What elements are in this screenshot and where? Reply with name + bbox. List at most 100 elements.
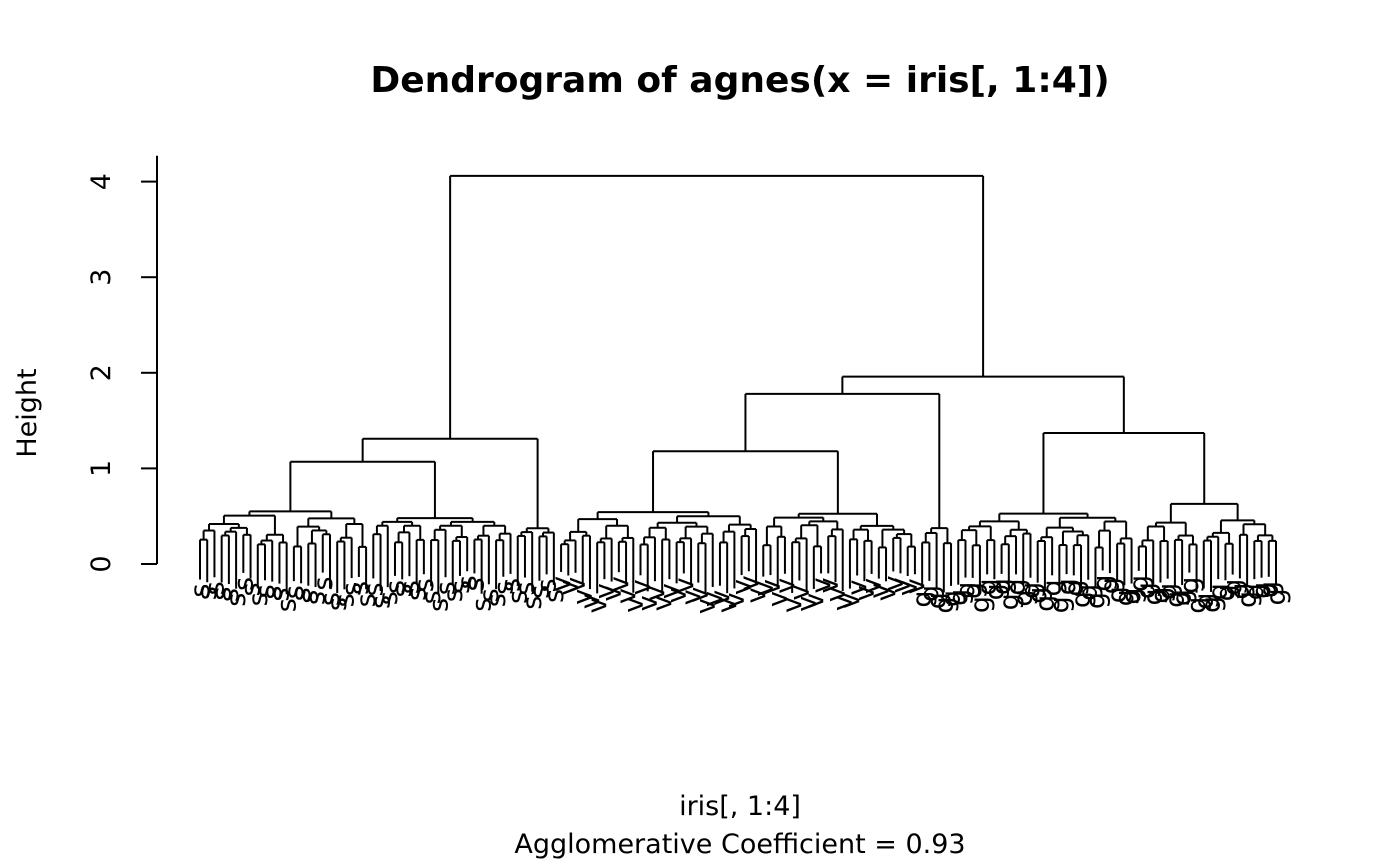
leaf-label: v (849, 585, 880, 601)
dendrogram-tree (199, 174, 1277, 595)
leaf-label: g (979, 583, 1010, 600)
chart-title: Dendrogram of agnes(x = iris[, 1:4]) (370, 60, 1109, 101)
leaf-label: s (207, 587, 238, 601)
leaf-label: v (669, 577, 700, 593)
leaf-label: v (611, 588, 642, 604)
leaf-label: s (250, 584, 281, 598)
leaf-label: g (1232, 591, 1263, 608)
leaf-label: s (416, 590, 447, 604)
leaf-label: v (633, 595, 664, 611)
leaf-label: g (1131, 582, 1162, 599)
leaf-label: s (452, 575, 483, 589)
leaf-label: s (301, 591, 332, 605)
leaf-label: s (459, 577, 490, 591)
leaf-label: v (784, 584, 815, 600)
leaf-label: v (553, 580, 584, 596)
leaf-label: s (394, 580, 425, 594)
leaf-label: g (943, 589, 974, 606)
leaf-label: g (1174, 577, 1205, 594)
leaf-label: s (322, 597, 353, 611)
leaf-label: s (474, 588, 505, 602)
leaf-label: v (719, 592, 750, 608)
leaf-label: g (936, 590, 967, 607)
y-tick-label: 0 (86, 555, 117, 572)
leaf-label: g (914, 585, 945, 602)
leaf-label: g (1160, 591, 1191, 608)
leaf-label: v (683, 587, 714, 603)
leaf-label: s (228, 577, 259, 591)
leaf-label: g (1109, 589, 1140, 606)
leaf-label: s (402, 587, 433, 601)
leaf-label: s (315, 592, 346, 606)
leaf-label: g (987, 578, 1018, 595)
leaf-label: v (799, 593, 830, 609)
leaf-label: g (950, 582, 981, 599)
leaf-label: s (532, 578, 563, 592)
y-axis-label: Height (12, 368, 43, 457)
leaf-label: v (546, 576, 577, 592)
y-tick-label: 4 (86, 173, 117, 190)
leaf-label: s (257, 586, 288, 600)
leaf-label: g (1145, 587, 1176, 604)
leaf-label: g (922, 592, 953, 609)
leaf-label: s (539, 589, 570, 603)
leaf-label: v (705, 590, 736, 606)
leaf-label: s (488, 581, 519, 595)
leaf-label: g (929, 596, 960, 613)
leaf-label: s (221, 593, 252, 607)
leaf-label: g (1254, 581, 1285, 598)
leaf-label: g (1196, 596, 1227, 613)
leaf-label: s (423, 598, 454, 612)
leaf-label: v (676, 589, 707, 605)
leaf-label: g (1080, 592, 1111, 609)
leaf-label: s (264, 588, 295, 602)
leaf-label: v (777, 597, 808, 613)
leaf-label: v (878, 575, 909, 591)
leaf-label: v (575, 593, 606, 609)
leaf-label: s (279, 585, 310, 599)
leaf-label: g (1059, 579, 1090, 596)
leaf-label: v (900, 578, 931, 594)
leaf-label: g (1066, 591, 1097, 608)
leaf-label: s (496, 578, 527, 592)
leaf-label: v (813, 577, 844, 593)
leaf-label: v (734, 575, 765, 591)
leaf-label: s (524, 585, 555, 599)
leaf-label: s (286, 587, 317, 601)
leaf-label: s (467, 598, 498, 612)
leaf-label: s (517, 596, 548, 610)
leaf-label: g (1001, 578, 1032, 595)
leaf-label: v (712, 597, 743, 613)
leaf-label: g (965, 596, 996, 613)
leaf-label: g (1117, 588, 1148, 605)
leaf-label: g (1088, 574, 1119, 591)
y-tick-label: 2 (86, 364, 117, 381)
leaf-label: g (1095, 577, 1126, 594)
leaf-label: s (199, 581, 230, 595)
leaf-label: g (1210, 584, 1241, 601)
leaf-label: s (236, 582, 267, 596)
leaf-label: s (366, 595, 397, 609)
leaf-label: v (741, 587, 772, 603)
leaf-label: v (691, 598, 722, 614)
leaf-label: g (1015, 582, 1046, 599)
leaf-label: g (1008, 589, 1039, 606)
leaf-label: g (1261, 588, 1292, 605)
leaf-label: g (1102, 586, 1133, 603)
leaf-label: g (1030, 595, 1061, 612)
leaf-label: g (907, 590, 938, 607)
leaf-label: g (1218, 579, 1249, 596)
leaf-label: v (864, 583, 895, 599)
leaf-label: g (1189, 592, 1220, 609)
leaf-label: v (857, 578, 888, 594)
leaf-label: v (647, 595, 678, 611)
leaf-label: v (568, 589, 599, 605)
leaf-label: s (481, 593, 512, 607)
leaf-label: s (272, 598, 303, 612)
leaf-label: s (373, 591, 404, 605)
leaf-label: v (604, 576, 635, 592)
leaf-label: g (1167, 589, 1198, 606)
leaf-label: s (293, 590, 324, 604)
leaf-label: g (1203, 583, 1234, 600)
